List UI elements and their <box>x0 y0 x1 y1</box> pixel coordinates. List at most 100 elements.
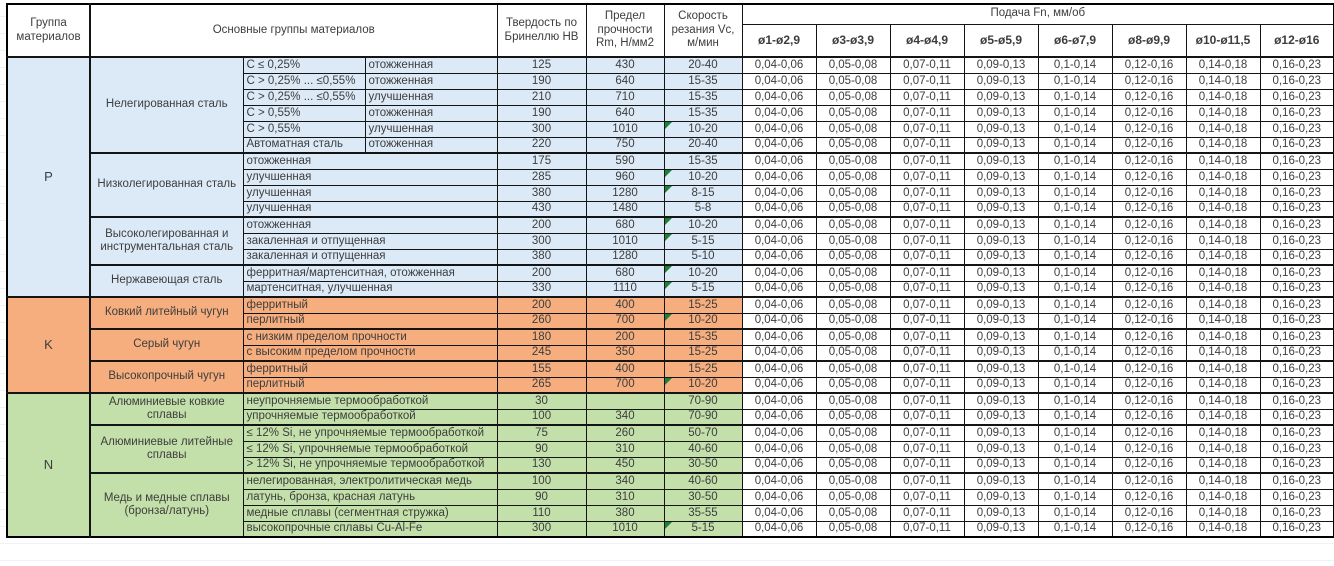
feed-value-cell[interactable]: 0,14-0,18 <box>1185 72 1261 90</box>
feed-value-cell[interactable]: 0,07-0,11 <box>889 392 965 410</box>
material-detail-cell[interactable]: с высоким пределом прочности <box>242 344 498 362</box>
feed-value-cell[interactable]: 0,04-0,06 <box>741 344 817 362</box>
feed-value-cell[interactable]: 0,16-0,23 <box>1259 184 1334 202</box>
cutting-speed-cell[interactable]: 5-8 <box>663 200 743 218</box>
feed-value-cell[interactable]: 0,14-0,18 <box>1185 280 1261 298</box>
feed-value-cell[interactable]: 0,12-0,16 <box>1111 248 1187 266</box>
cutting-speed-cell[interactable]: 5-10 <box>663 248 743 266</box>
strength-cell[interactable]: 380 <box>585 504 665 522</box>
material-condition-cell[interactable]: отожженная <box>364 104 498 122</box>
feed-value-cell[interactable]: 0,09-0,13 <box>963 248 1039 266</box>
feed-value-cell[interactable]: 0,09-0,13 <box>963 488 1039 506</box>
feed-value-cell[interactable]: 0,14-0,18 <box>1185 456 1261 474</box>
feed-value-cell[interactable]: 0,09-0,13 <box>963 72 1039 90</box>
feed-value-cell[interactable]: 0,16-0,23 <box>1259 296 1334 314</box>
hardness-cell[interactable]: 380 <box>496 184 587 202</box>
feed-value-cell[interactable]: 0,1-0,14 <box>1037 248 1113 266</box>
feed-value-cell[interactable]: 0,07-0,11 <box>889 312 965 330</box>
feed-value-cell[interactable]: 0,05-0,08 <box>815 472 891 490</box>
feed-value-cell[interactable]: 0,14-0,18 <box>1185 200 1261 218</box>
feed-value-cell[interactable]: 0,14-0,18 <box>1185 344 1261 362</box>
hardness-cell[interactable]: 190 <box>496 72 587 90</box>
feed-value-cell[interactable]: 0,07-0,11 <box>889 56 965 74</box>
feed-value-cell[interactable]: 0,1-0,14 <box>1037 408 1113 426</box>
feed-value-cell[interactable]: 0,04-0,06 <box>741 424 817 442</box>
feed-value-cell[interactable]: 0,09-0,13 <box>963 472 1039 490</box>
cutting-speed-cell[interactable]: 10-20 <box>663 312 743 330</box>
material-detail-cell[interactable]: закаленная и отпущенная <box>242 232 498 250</box>
feed-value-cell[interactable]: 0,05-0,08 <box>815 376 891 394</box>
feed-value-cell[interactable]: 0,12-0,16 <box>1111 440 1187 458</box>
hardness-cell[interactable]: 260 <box>496 312 587 330</box>
feed-value-cell[interactable]: 0,14-0,18 <box>1185 104 1261 122</box>
hardness-cell[interactable]: 285 <box>496 168 587 186</box>
feed-value-cell[interactable]: 0,16-0,23 <box>1259 488 1334 506</box>
feed-value-cell[interactable]: 0,05-0,08 <box>815 520 891 538</box>
material-detail-cell[interactable]: латунь, бронза, красная латунь <box>242 488 498 506</box>
feed-value-cell[interactable]: 0,04-0,06 <box>741 264 817 282</box>
feed-value-cell[interactable]: 0,09-0,13 <box>963 280 1039 298</box>
feed-value-cell[interactable]: 0,04-0,06 <box>741 248 817 266</box>
feed-value-cell[interactable]: 0,12-0,16 <box>1111 472 1187 490</box>
strength-cell[interactable]: 450 <box>585 456 665 474</box>
feed-value-cell[interactable]: 0,12-0,16 <box>1111 296 1187 314</box>
feed-value-cell[interactable]: 0,1-0,14 <box>1037 296 1113 314</box>
feed-value-cell[interactable]: 0,07-0,11 <box>889 344 965 362</box>
feed-value-cell[interactable]: 0,1-0,14 <box>1037 184 1113 202</box>
feed-value-cell[interactable]: 0,04-0,06 <box>741 72 817 90</box>
feed-value-cell[interactable]: 0,05-0,08 <box>815 504 891 522</box>
feed-value-cell[interactable]: 0,05-0,08 <box>815 136 891 154</box>
material-condition-cell[interactable]: отожженная <box>364 136 498 154</box>
feed-value-cell[interactable]: 0,07-0,11 <box>889 520 965 538</box>
feed-value-cell[interactable]: 0,07-0,11 <box>889 184 965 202</box>
feed-value-cell[interactable]: 0,12-0,16 <box>1111 376 1187 394</box>
material-condition-cell[interactable]: улучшенная <box>364 88 498 106</box>
feed-value-cell[interactable]: 0,16-0,23 <box>1259 264 1334 282</box>
header-cutting-speed[interactable]: Скорость резания Vc, м/мин <box>663 3 743 58</box>
feed-value-cell[interactable]: 0,12-0,16 <box>1111 152 1187 170</box>
hardness-cell[interactable]: 100 <box>496 408 587 426</box>
subgroup-label-cell[interactable]: Нержавеющая сталь <box>89 264 244 298</box>
strength-cell[interactable]: 430 <box>585 56 665 74</box>
feed-value-cell[interactable]: 0,05-0,08 <box>815 360 891 378</box>
feed-value-cell[interactable]: 0,05-0,08 <box>815 216 891 234</box>
feed-value-cell[interactable]: 0,04-0,06 <box>741 232 817 250</box>
feed-value-cell[interactable]: 0,16-0,23 <box>1259 56 1334 74</box>
feed-value-cell[interactable]: 0,04-0,06 <box>741 280 817 298</box>
feed-value-cell[interactable]: 0,1-0,14 <box>1037 168 1113 186</box>
feed-value-cell[interactable]: 0,12-0,16 <box>1111 312 1187 330</box>
feed-value-cell[interactable]: 0,12-0,16 <box>1111 264 1187 282</box>
feed-value-cell[interactable]: 0,05-0,08 <box>815 392 891 410</box>
hardness-cell[interactable]: 110 <box>496 504 587 522</box>
feed-value-cell[interactable]: 0,04-0,06 <box>741 120 817 138</box>
hardness-cell[interactable]: 210 <box>496 88 587 106</box>
feed-value-cell[interactable]: 0,05-0,08 <box>815 168 891 186</box>
feed-value-cell[interactable]: 0,1-0,14 <box>1037 264 1113 282</box>
feed-value-cell[interactable]: 0,14-0,18 <box>1185 408 1261 426</box>
feed-value-cell[interactable]: 0,1-0,14 <box>1037 72 1113 90</box>
feed-value-cell[interactable]: 0,16-0,23 <box>1259 280 1334 298</box>
header-tensile-strength[interactable]: Предел прочности Rm, Н/мм2 <box>585 3 665 58</box>
feed-value-cell[interactable]: 0,04-0,06 <box>741 408 817 426</box>
feed-value-cell[interactable]: 0,1-0,14 <box>1037 456 1113 474</box>
cutting-speed-cell[interactable]: 15-35 <box>663 104 743 122</box>
strength-cell[interactable]: 960 <box>585 168 665 186</box>
subgroup-label-cell[interactable]: Серый чугун <box>89 328 244 362</box>
hardness-cell[interactable]: 380 <box>496 248 587 266</box>
header-material-group[interactable]: Группа материалов <box>6 3 91 58</box>
strength-cell[interactable]: 750 <box>585 136 665 154</box>
feed-value-cell[interactable]: 0,14-0,18 <box>1185 440 1261 458</box>
feed-value-cell[interactable]: 0,14-0,18 <box>1185 360 1261 378</box>
strength-cell[interactable]: 1280 <box>585 248 665 266</box>
material-detail-cell[interactable]: ≤ 12% Si, упрочняемые термообработкой <box>242 440 498 458</box>
material-detail-cell[interactable]: C ≤ 0,25% <box>242 56 366 74</box>
feed-value-cell[interactable]: 0,04-0,06 <box>741 184 817 202</box>
feed-value-cell[interactable]: 0,04-0,06 <box>741 504 817 522</box>
feed-value-cell[interactable]: 0,09-0,13 <box>963 312 1039 330</box>
hardness-cell[interactable]: 130 <box>496 456 587 474</box>
feed-value-cell[interactable]: 0,14-0,18 <box>1185 424 1261 442</box>
feed-value-cell[interactable]: 0,16-0,23 <box>1259 360 1334 378</box>
cutting-speed-cell[interactable]: 5-15 <box>663 280 743 298</box>
feed-value-cell[interactable]: 0,07-0,11 <box>889 88 965 106</box>
feed-value-cell[interactable]: 0,05-0,08 <box>815 408 891 426</box>
